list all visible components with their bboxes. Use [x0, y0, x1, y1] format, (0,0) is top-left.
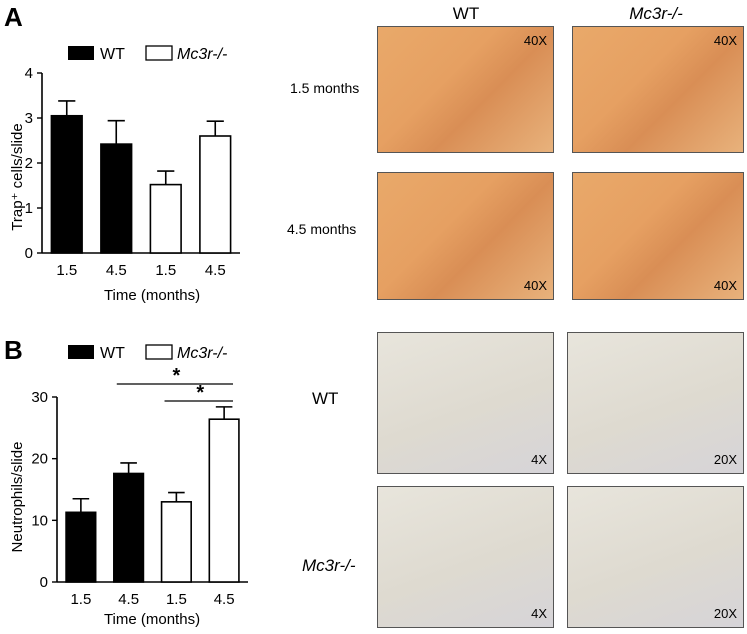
legend-label-mc3r: Mc3r-/- [177, 46, 227, 63]
magnification-label: 40X [713, 33, 737, 48]
magnification-label: 40X [523, 278, 547, 293]
y-tick-label: 0 [25, 245, 33, 262]
legend-swatch-mc3r [145, 344, 173, 360]
column-header-wt: WT [452, 4, 480, 23]
micrograph-wt-1-5-months: 40X [377, 26, 554, 153]
y-tick-label: 30 [31, 389, 48, 406]
x-axis-label: Time (months) [104, 611, 200, 628]
magnification-label: 4X [531, 606, 547, 621]
y-tick-label: 2 [25, 155, 33, 172]
legend-label-wt: WT [100, 345, 125, 362]
row-label-4-5-months: 4.5 months [287, 221, 357, 237]
row-label-wt: WT [312, 389, 339, 408]
bar [65, 511, 97, 583]
magnification-label: 40X [713, 278, 737, 293]
magnification-label: 4X [531, 452, 547, 467]
legend-swatch-mc3r [145, 45, 173, 61]
legend-label-wt: WT [100, 46, 125, 63]
y-tick-label: 10 [31, 512, 48, 529]
legend-label-mc3r: Mc3r-/- [177, 345, 227, 362]
bar [208, 418, 240, 583]
bar [199, 135, 232, 254]
y-tick-label: 4 [25, 65, 33, 82]
x-tick-label: 1.5 [155, 262, 176, 279]
x-tick-label: 1.5 [166, 591, 187, 608]
bar [113, 472, 145, 583]
micrograph-mc3r-4-5-months: 40X [572, 172, 744, 300]
micrograph-mc3r-1-5-months: 40X [572, 26, 744, 153]
micrograph-wt-4x: 4X [377, 332, 554, 474]
magnification-label: 40X [523, 33, 547, 48]
bar [149, 183, 182, 254]
x-tick-label: 1.5 [56, 262, 77, 279]
bar [50, 114, 83, 254]
panel-b-letter: B [4, 335, 23, 365]
legend-swatch-wt [68, 46, 94, 60]
x-axis-label: Time (months) [104, 287, 200, 304]
micrograph-mc3r-4x: 4X [377, 486, 554, 628]
y-axis-label: Neutrophils/slide [9, 442, 26, 553]
x-tick-label: 4.5 [214, 591, 235, 608]
y-axis-label: Trap⁺ cells/slide [9, 123, 26, 230]
y-tick-label: 20 [31, 451, 48, 468]
micrograph-mc3r-20x: 20X [567, 486, 744, 628]
micrograph-wt-4-5-months: 40X [377, 172, 554, 300]
x-tick-label: 4.5 [205, 262, 226, 279]
y-tick-label: 1 [25, 200, 33, 217]
column-header-mc3r: Mc3r-/- [629, 4, 683, 23]
y-tick-label: 3 [25, 110, 33, 127]
magnification-label: 20X [713, 606, 737, 621]
x-tick-label: 1.5 [70, 591, 91, 608]
micrograph-wt-20x: 20X [567, 332, 744, 474]
bar [100, 143, 133, 254]
y-tick-label: 0 [40, 574, 48, 591]
trap-cells-chart: WT Mc3r-/- Trap⁺ cells/slide Time (month… [9, 45, 240, 304]
x-tick-label: 4.5 [106, 262, 127, 279]
bar [160, 501, 192, 583]
significance-star: * [172, 365, 180, 387]
row-label-mc3r: Mc3r-/- [302, 556, 356, 575]
x-tick-label: 4.5 [118, 591, 139, 608]
neutrophils-chart: WT Mc3r-/- Neutrophils/slide Time (month… [9, 344, 248, 628]
panel-a-letter: A [4, 2, 23, 32]
row-label-1-5-months: 1.5 months [290, 80, 360, 96]
magnification-label: 20X [713, 452, 737, 467]
significance-star: * [196, 382, 204, 404]
legend-swatch-wt [68, 345, 94, 359]
